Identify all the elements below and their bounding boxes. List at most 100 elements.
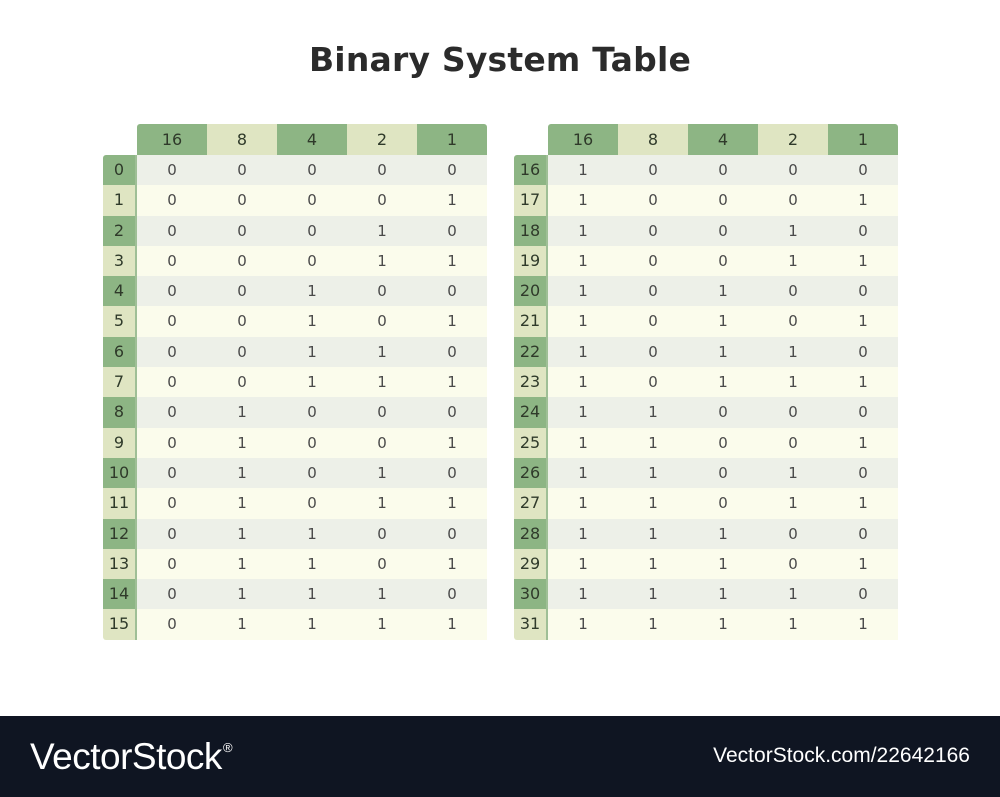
row-label: 25 — [514, 427, 548, 458]
bit-cell: 0 — [417, 155, 487, 186]
bit-cell: 1 — [758, 579, 828, 610]
row-label: 24 — [514, 397, 548, 428]
bit-cell: 1 — [347, 488, 417, 519]
bit-cell: 0 — [417, 215, 487, 246]
row-label: 23 — [514, 367, 548, 398]
bit-cell: 1 — [548, 155, 618, 186]
table-row: 18 1 0 0 1 0 — [514, 215, 898, 246]
bit-cell: 0 — [758, 397, 828, 428]
bit-cell: 1 — [417, 185, 487, 216]
bit-cell: 0 — [417, 457, 487, 489]
bit-cell: 1 — [758, 457, 828, 489]
bit-cell: 1 — [548, 215, 618, 246]
bit-cell: 1 — [347, 336, 417, 368]
bit-cell: 0 — [137, 397, 207, 428]
bit-cell: 1 — [688, 367, 758, 398]
bit-cell: 0 — [347, 427, 417, 458]
bit-cell: 1 — [688, 579, 758, 610]
row-label: 31 — [514, 609, 548, 640]
bit-cell: 0 — [137, 579, 207, 610]
row-label: 7 — [103, 367, 137, 398]
bit-cell: 1 — [758, 488, 828, 519]
bit-cell: 1 — [347, 367, 417, 398]
bit-cell: 1 — [688, 518, 758, 549]
bit-cell: 1 — [417, 367, 487, 398]
bit-cell: 0 — [207, 245, 277, 277]
bit-cell: 1 — [207, 427, 277, 458]
bit-cell: 0 — [688, 427, 758, 458]
header-row: 16 8 4 2 1 — [137, 124, 487, 155]
bit-cell: 1 — [277, 336, 347, 368]
bit-cell: 1 — [548, 609, 618, 640]
row-label: 1 — [103, 185, 137, 216]
row-label: 10 — [103, 457, 137, 489]
bit-cell: 0 — [207, 306, 277, 337]
bit-cell: 1 — [277, 548, 347, 580]
bit-cell: 1 — [758, 367, 828, 398]
row-label: 18 — [514, 215, 548, 246]
row-label: 28 — [514, 518, 548, 549]
table-row: 26 1 1 0 1 0 — [514, 457, 898, 489]
bit-cell: 0 — [137, 518, 207, 549]
bit-cell: 1 — [688, 548, 758, 580]
bit-cell: 0 — [618, 367, 688, 398]
bit-cell: 0 — [137, 306, 207, 337]
bit-cell: 1 — [828, 548, 898, 580]
bit-cell: 1 — [347, 245, 417, 277]
page-title: Binary System Table — [308, 40, 692, 79]
bit-cell: 0 — [828, 518, 898, 549]
bit-cell: 1 — [688, 306, 758, 337]
bit-cell: 0 — [137, 488, 207, 519]
row-label: 30 — [514, 579, 548, 610]
bit-cell: 0 — [758, 276, 828, 307]
table-row: 15 0 1 1 1 1 — [103, 609, 487, 640]
bit-cell: 1 — [417, 427, 487, 458]
bit-cell: 0 — [618, 215, 688, 246]
bit-cell: 1 — [548, 367, 618, 398]
bit-cell: 0 — [207, 276, 277, 307]
bit-cell: 0 — [277, 488, 347, 519]
bit-cell: 0 — [207, 336, 277, 368]
bit-cell: 0 — [828, 155, 898, 186]
bit-cell: 1 — [548, 306, 618, 337]
row-label: 21 — [514, 306, 548, 337]
bit-cell: 0 — [828, 336, 898, 368]
bit-cell: 1 — [548, 397, 618, 428]
column-header: 8 — [207, 124, 277, 155]
bit-cell: 1 — [417, 609, 487, 640]
row-label: 14 — [103, 579, 137, 610]
brand-logo[interactable]: VectorStock® — [30, 736, 233, 778]
table-row: 25 1 1 0 0 1 — [514, 427, 898, 458]
row-label: 8 — [103, 397, 137, 428]
table-row: 10 0 1 0 1 0 — [103, 457, 487, 489]
bit-cell: 0 — [277, 245, 347, 277]
bit-cell: 0 — [688, 488, 758, 519]
table-row: 22 1 0 1 1 0 — [514, 336, 898, 368]
bit-cell: 1 — [828, 488, 898, 519]
bit-cell: 1 — [417, 245, 487, 277]
bit-cell: 1 — [417, 306, 487, 337]
bit-cell: 1 — [277, 518, 347, 549]
bit-cell: 0 — [758, 185, 828, 216]
table-row: 28 1 1 1 0 0 — [514, 518, 898, 549]
bit-cell: 0 — [347, 397, 417, 428]
column-header: 2 — [758, 124, 828, 155]
table-body: 16 1 0 0 0 0 17 1 0 0 0 1 18 1 0 0 1 0 19 1 0 0 1 1 20 1 0 1 0 0 21 1 0 1… — [514, 155, 898, 640]
bit-cell: 0 — [137, 367, 207, 398]
bit-cell: 1 — [277, 276, 347, 307]
bit-cell: 1 — [548, 427, 618, 458]
column-header: 1 — [417, 124, 487, 155]
bit-cell: 1 — [758, 245, 828, 277]
bit-cell: 0 — [828, 215, 898, 246]
bit-cell: 0 — [828, 397, 898, 428]
bit-cell: 1 — [207, 548, 277, 580]
bit-cell: 0 — [277, 427, 347, 458]
bit-cell: 1 — [548, 457, 618, 489]
bit-cell: 0 — [207, 215, 277, 246]
bit-cell: 0 — [688, 457, 758, 489]
